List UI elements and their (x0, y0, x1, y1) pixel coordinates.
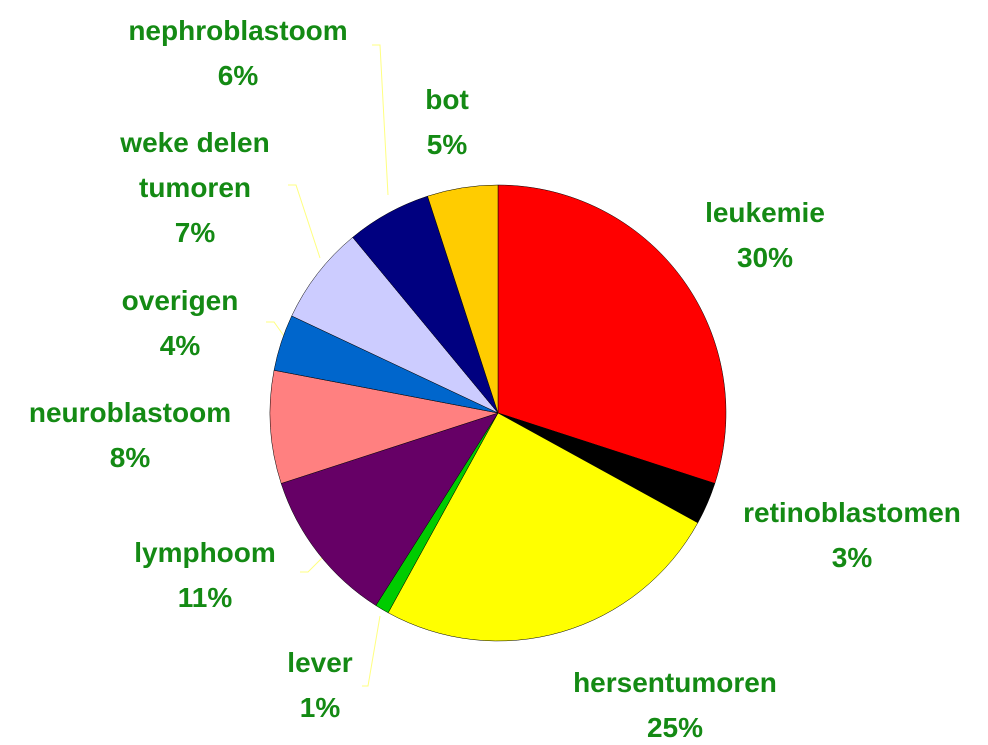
slice-label: lever 1% (260, 640, 380, 730)
leader-line (362, 615, 381, 687)
slice-value: 1% (299, 692, 341, 723)
slice-label: bot 5% (387, 77, 507, 167)
pie-slice (387, 412, 699, 642)
slice-name: neuroblastoom (28, 397, 232, 428)
slice-label: leukemie 30% (665, 190, 865, 280)
slice-name: weke delen tumoren (120, 127, 270, 203)
slice-label: weke delen tumoren 7% (95, 120, 295, 255)
slice-name: nephroblastoom (128, 15, 348, 46)
slice-label: nephroblastoom 6% (88, 8, 388, 98)
slice-value: 3% (831, 542, 873, 573)
slice-value: 5% (426, 129, 468, 160)
slice-value: 6% (217, 60, 259, 91)
slice-name: overigen (121, 285, 239, 316)
pie-slice (280, 412, 499, 606)
slice-label: hersentumoren 25% (535, 660, 815, 745)
pie-slice (269, 369, 499, 484)
slice-name: bot (425, 84, 469, 115)
slice-value: 30% (736, 242, 794, 273)
pie-slice (427, 184, 499, 414)
slice-name: leukemie (705, 197, 825, 228)
pie-slice (497, 184, 727, 484)
slice-value: 7% (174, 217, 216, 248)
slice-name: lymphoom (134, 537, 276, 568)
slice-value: 25% (646, 712, 704, 743)
slice-name: retinoblastomen (743, 497, 961, 528)
slice-name: hersentumoren (573, 667, 777, 698)
leader-line (300, 557, 323, 573)
leader-line (372, 44, 389, 196)
leader-line (288, 184, 321, 259)
slice-name: lever (287, 647, 353, 678)
slice-label: retinoblastomen 3% (712, 490, 988, 580)
slice-value: 8% (109, 442, 151, 473)
slice-value: 11% (177, 582, 233, 613)
slice-label: neuroblastoom 8% (0, 390, 260, 480)
leader-line (266, 321, 285, 337)
slice-label: lymphoom 11% (105, 530, 305, 620)
slice-label: overigen 4% (80, 278, 280, 368)
slice-value: 4% (159, 330, 201, 361)
